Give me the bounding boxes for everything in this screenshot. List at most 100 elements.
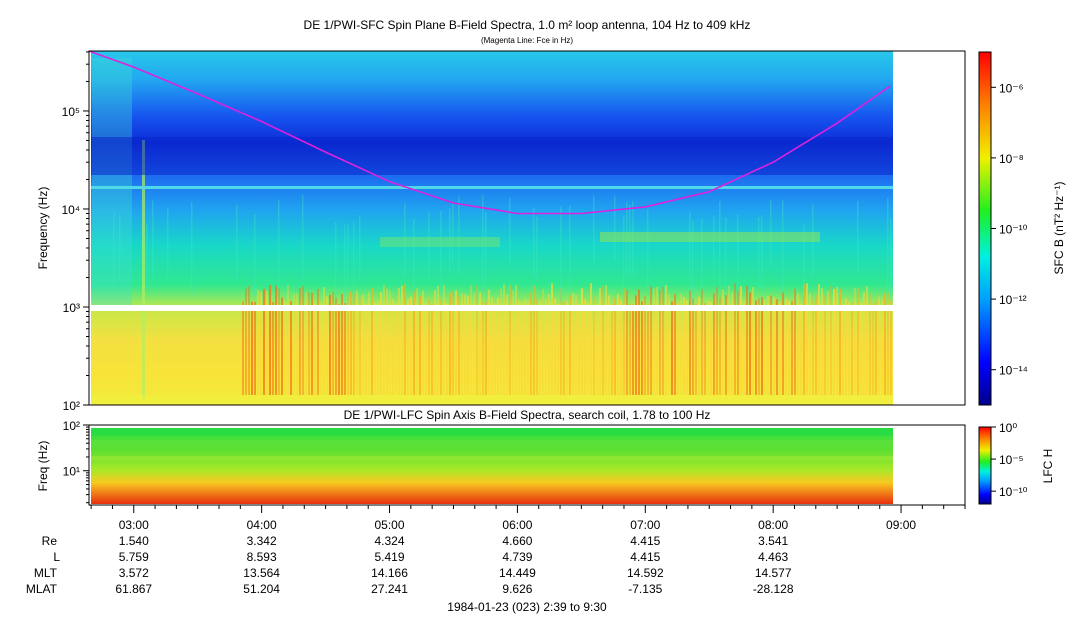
main-y-axis: 10² 10³ 10⁴ 10⁵ [61,51,89,413]
spectrum-stripe [359,215,361,283]
spectrum-stripe [482,302,484,395]
spectrum-stripe [152,200,154,278]
spectrum-stripe [800,303,802,395]
spectrum-stripe [572,292,574,395]
spectrum-stripe [452,202,454,265]
spectrum-stripe [740,286,742,395]
lfc-chart-title: DE 1/PWI-LFC Spin Axis B-Field Spectra, … [344,408,711,422]
spectrum-stripe [788,300,790,395]
spectrum-stripe [551,283,553,395]
spectrum-stripe [857,200,859,275]
lfc-colorbar-fill [978,426,992,505]
spectrum-stripe [557,304,559,395]
ephemeris-value: 8.593 [247,550,277,564]
spectrum-stripe [587,301,589,395]
spectrum-stripe [629,303,631,395]
spectrum-stripe [815,294,817,395]
ephemeris-value: 14.592 [627,566,664,580]
spectrum-stripe [251,301,253,395]
spectrum-stripe [737,290,739,395]
spectrum-stripe [191,202,193,298]
lfc-colorbar-ticks: 10⁰ 10⁻⁵ 10⁻¹⁰ [991,421,1028,499]
spectrum-stripe [650,286,652,395]
spectrum-stripe [416,287,418,395]
spectrum-stripe [701,218,703,290]
spectrum-stripe [440,210,442,296]
dark-blue-band [91,137,893,175]
spectrum-stripe [764,299,766,395]
time-tick-label: 03:00 [119,518,149,532]
main-y-tick-label: 10⁴ [61,203,80,217]
spectrum-stripe [515,285,517,395]
spectrum-stripe [533,207,535,277]
spectrum-stripe [767,295,769,395]
spectrum-stripe [290,301,292,395]
spectrum-stripe [719,201,721,286]
spectrum-stripe [413,219,415,296]
spectrum-stripe [419,295,421,395]
spectrum-stripe [347,292,349,395]
spectrum-stripe [887,198,889,295]
spectrum-stripe [827,291,829,395]
spectrum-stripe [779,301,781,395]
main-y-tick-label: 10⁵ [62,105,80,119]
spectrum-stripe [698,297,700,395]
spectrum-stripe [560,206,562,303]
main-spectrogram-stripes [91,58,893,405]
spectrum-stripe [677,303,679,395]
lfc-band [91,456,893,460]
spectrum-stripe [710,301,712,395]
spectrum-stripe [245,288,247,395]
spectrum-stripe [743,301,745,395]
spectrum-stripe [296,293,298,395]
spectrum-stripe [254,301,256,395]
ephemeris-value: 4.415 [630,534,660,548]
spectrum-stripe [365,304,367,395]
spectrum-stripe [530,292,532,395]
ephemeris-value: 4.415 [630,550,660,564]
ephemeris-table: Re L MLT MLAT 1.540 3.342 4.324 4.660 4.415 3.541… [26,534,794,596]
time-tick-label: 06:00 [502,518,532,532]
hiss-band [600,232,820,242]
spectrum-stripe [353,294,355,395]
spectrum-stripe [533,285,535,395]
ephemeris-value: 3.572 [119,566,149,580]
spectrum-stripe [479,292,481,395]
spectrum-stripe [569,295,571,395]
spectrum-stripe [461,293,463,395]
spectrum-stripe [719,297,721,395]
spectrum-stripe [119,214,121,278]
ephemeris-label: L [53,550,60,564]
spectrum-stripe [443,284,445,395]
spectrum-stripe [617,294,619,395]
spectrum-stripe [689,290,691,395]
spectrum-stripe [593,195,595,263]
spectrum-stripe [359,297,361,395]
main-colorbar-label: SFC B (nT² Hz⁻¹) [1052,182,1066,275]
spectrum-stripe [701,288,703,395]
spectrum-stripe [791,301,793,395]
lfc-spectrogram: 10¹ 10² Freq (Hz) [36,419,966,506]
ephemeris-value: 61.867 [115,582,152,596]
spectrum-stripe [752,287,754,395]
spectrum-stripe [833,288,835,395]
spectrum-stripe [653,288,655,395]
spectrum-stripe [869,294,871,395]
spectrum-stripe [644,296,646,395]
spectrum-stripe [452,290,454,395]
spectrum-stripe [707,300,709,395]
spectrum-stripe [770,295,772,395]
spectrum-stripe [881,298,883,395]
spectrum-stripe [506,294,508,395]
spectrum-stripe [626,290,628,395]
main-spectrogram: 10² 10³ 10⁴ 10⁵ Frequency (Hz) [36,50,966,413]
main-chart-subtitle: (Magenta Line: Fce in Hz) [481,36,573,45]
spectrum-stripe [782,292,784,395]
lfc-y-axis-label: Freq (Hz) [36,441,50,492]
spectrum-stripe [545,298,547,395]
spectrum-stripe [716,286,718,395]
spectrum-stripe [338,304,340,395]
spectrum-stripe [344,224,346,311]
spectrum-stripe [332,292,334,395]
time-axis: 03:00 04:00 05:00 06:00 07:00 08:00 09:00 [89,504,966,532]
